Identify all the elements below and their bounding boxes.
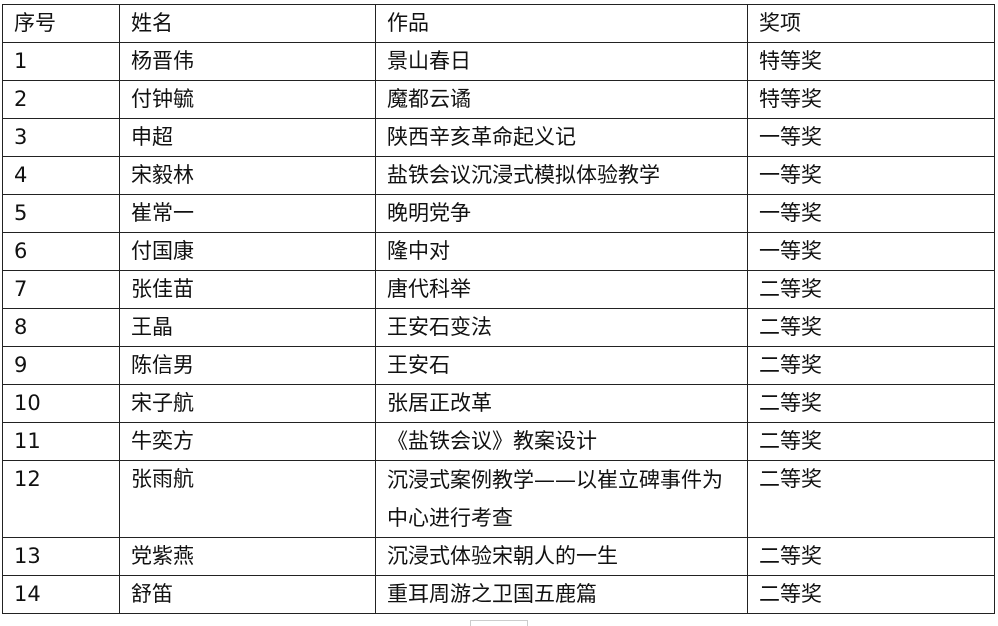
cell-work: 景山春日 [375,42,748,81]
cell-name: 崔常一 [119,194,376,233]
table-row: 14 舒笛 重耳周游之卫国五鹿篇 二等奖 [2,575,995,614]
cell-name: 付国康 [119,232,376,271]
cell-award: 一等奖 [747,118,995,157]
cell-award: 一等奖 [747,194,995,233]
cell-index: 2 [2,80,120,119]
cell-index: 8 [2,308,120,347]
cell-name: 陈信男 [119,346,376,385]
header-index: 序号 [2,4,120,43]
table-row: 5 崔常一 晚明党争 一等奖 [2,194,995,233]
cell-work: 唐代科举 [375,270,748,309]
cell-award: 二等奖 [747,422,995,461]
cell-name: 张雨航 [119,460,376,538]
cell-work: 王安石变法 [375,308,748,347]
table-row: 3 申超 陕西辛亥革命起义记 一等奖 [2,118,995,157]
cell-award: 特等奖 [747,42,995,81]
table-row: 4 宋毅林 盐铁会议沉浸式模拟体验教学 一等奖 [2,156,995,195]
cell-index: 1 [2,42,120,81]
table-row: 1 杨晋伟 景山春日 特等奖 [2,42,995,81]
header-work: 作品 [375,4,748,43]
cell-name: 舒笛 [119,575,376,614]
cell-name: 申超 [119,118,376,157]
cell-work: 张居正改革 [375,384,748,423]
table-row: 7 张佳苗 唐代科举 二等奖 [2,270,995,309]
cell-award: 一等奖 [747,232,995,271]
cell-award: 二等奖 [747,537,995,576]
cell-index: 9 [2,346,120,385]
cell-index: 3 [2,118,120,157]
cell-index: 10 [2,384,120,423]
table-row: 10 宋子航 张居正改革 二等奖 [2,384,995,423]
cell-award: 二等奖 [747,575,995,614]
table-row: 6 付国康 隆中对 一等奖 [2,232,995,271]
cell-name: 杨晋伟 [119,42,376,81]
cell-name: 王晶 [119,308,376,347]
cell-award: 特等奖 [747,80,995,119]
cell-work: 晚明党争 [375,194,748,233]
cell-award: 二等奖 [747,270,995,309]
cell-award: 二等奖 [747,460,995,538]
cell-work: 隆中对 [375,232,748,271]
cell-work: 魔都云谲 [375,80,748,119]
cell-index: 11 [2,422,120,461]
cell-work: 沉浸式案例教学——以崔立碑事件为中心进行考查 [375,460,748,538]
cell-award: 一等奖 [747,156,995,195]
table-row: 9 陈信男 王安石 二等奖 [2,346,995,385]
cell-name: 宋子航 [119,384,376,423]
table-row: 13 党紫燕 沉浸式体验宋朝人的一生 二等奖 [2,537,995,576]
cell-name: 张佳苗 [119,270,376,309]
cell-award: 二等奖 [747,346,995,385]
cell-name: 宋毅林 [119,156,376,195]
cell-index: 6 [2,232,120,271]
cell-index: 13 [2,537,120,576]
table-row: 11 牛奕方 《盐铁会议》教案设计 二等奖 [2,422,995,461]
cell-award: 二等奖 [747,384,995,423]
cell-index: 14 [2,575,120,614]
table-row: 12 张雨航 沉浸式案例教学——以崔立碑事件为中心进行考查 二等奖 [2,460,995,538]
cell-index: 12 [2,460,120,538]
cell-index: 7 [2,270,120,309]
cell-work: 王安石 [375,346,748,385]
cell-index: 4 [2,156,120,195]
cell-name: 付钟毓 [119,80,376,119]
header-award: 奖项 [747,4,995,43]
cell-award: 二等奖 [747,308,995,347]
cell-work: 重耳周游之卫国五鹿篇 [375,575,748,614]
cell-work: 沉浸式体验宋朝人的一生 [375,537,748,576]
cell-index: 5 [2,194,120,233]
table-header-row: 序号 姓名 作品 奖项 [2,4,995,43]
cell-name: 党紫燕 [119,537,376,576]
cell-work: 陕西辛亥革命起义记 [375,118,748,157]
cell-name: 牛奕方 [119,422,376,461]
page-edge-artifact [470,620,528,626]
table-row: 2 付钟毓 魔都云谲 特等奖 [2,80,995,119]
cell-work: 盐铁会议沉浸式模拟体验教学 [375,156,748,195]
awards-table: 序号 姓名 作品 奖项 1 杨晋伟 景山春日 特等奖 2 付钟毓 魔都云谲 特等奖 3 申超 陕西辛… [2,4,995,614]
table-row: 8 王晶 王安石变法 二等奖 [2,308,995,347]
cell-work: 《盐铁会议》教案设计 [375,422,748,461]
header-name: 姓名 [119,4,376,43]
